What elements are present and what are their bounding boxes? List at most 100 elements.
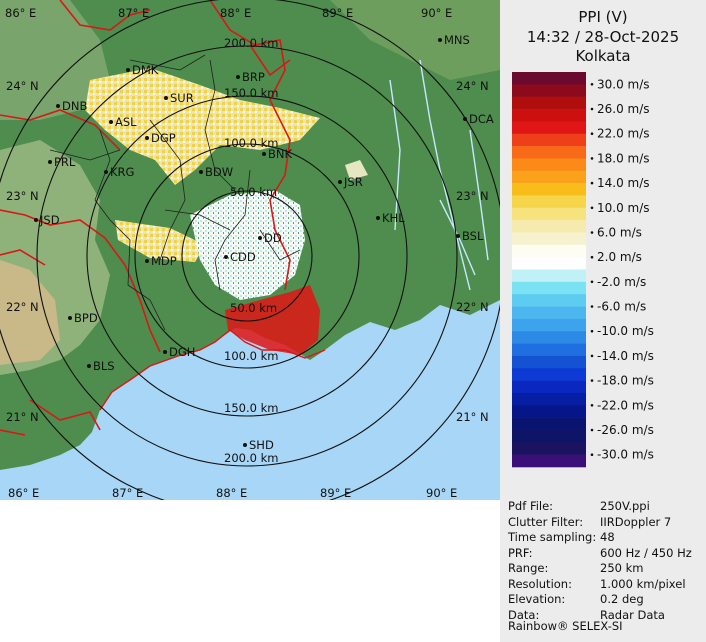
legend-swatch [512,133,586,147]
range-ring-200 [36,45,458,467]
legend-label: -22.0 m/s [597,398,654,412]
lat-label-right: 23° N [456,189,489,203]
station-marker [164,96,168,100]
lon-label-top: 88° E [220,6,251,20]
legend-label: 18.0 m/s [597,151,650,165]
legend-swatch [512,429,586,443]
legend-swatch [512,392,586,406]
legend-label: 14.0 m/s [597,176,650,190]
legend-swatch [512,269,586,283]
station-label: KRG [110,165,134,179]
legend-swatch [512,355,586,369]
station-marker [56,104,60,108]
metadata-row: Pdf File: 250V.ppi [508,499,650,513]
station-marker [236,75,240,79]
legend-tick [590,404,594,407]
lon-label-top: 89° E [322,6,353,20]
station-marker [68,316,72,320]
legend-swatch [512,343,586,357]
legend-swatch [512,417,586,431]
station-marker [258,236,262,240]
legend-tick [590,157,594,160]
legend-label: 10.0 m/s [597,201,650,215]
station-label: BLS [93,359,115,373]
legend-label: -2.0 m/s [597,275,646,289]
rain-echo-sundarbans [225,285,320,355]
legend-swatch [512,306,586,320]
metadata-value: 250V.ppi [600,499,650,513]
legend-tick [590,83,594,86]
station-label: DCA [469,112,494,126]
station-label: DD [264,231,282,245]
station-marker [34,218,38,222]
lon-label-bottom: 86° E [8,486,39,500]
range-ring-50 [181,190,313,322]
legend-swatch [512,158,586,172]
station-label: MNS [444,33,470,47]
metadata-key: Elevation: [508,592,566,606]
range-rings [0,0,500,500]
rain-echo-north [85,68,320,185]
velocity-legend: 30.0 m/s 26.0 m/s 22.0 m/s 18.0 m/s 14.0 m/s… [512,72,654,468]
legend-label: -30.0 m/s [597,448,654,462]
legend-swatch [512,405,586,418]
side-panel: PPI (V) 14:32 / 28-Oct-2025 Kolkata 30.0… [500,0,706,642]
lat-label-right: 24° N [456,79,489,93]
legend-swatch [512,294,586,307]
station-marker [104,170,108,174]
legend-swatch [512,72,586,85]
legend-tick [590,354,594,358]
legend-label: 6.0 m/s [597,226,642,240]
legend-tick [590,453,594,457]
range-label: 100.0 km [224,136,278,150]
station-marker [463,117,467,121]
station-marker [145,259,149,263]
legend-tick [590,379,594,382]
station-label: KHL [382,211,405,225]
metadata-value: IIRDoppler 7 [600,514,672,529]
legend-label: 22.0 m/s [597,127,650,141]
district-lines [49,54,301,331]
legend-swatch [512,121,586,135]
legend-swatch [512,195,586,209]
legend-swatch [512,244,586,258]
rain-echo-east [345,160,368,180]
station-label: DGH [169,345,195,359]
legend-swatch [512,281,586,295]
station-marker [87,364,91,368]
legend-swatch [512,318,586,332]
station-marker [48,160,52,164]
rain-echo-center [190,190,305,300]
station-label: DNB [62,99,87,113]
legend-tick [590,181,594,185]
legend-swatch [512,454,586,468]
legend-swatch [512,380,586,394]
legend-swatch [512,220,586,233]
metadata-row: Time sampling: 48 [508,530,615,544]
metadata-value: 600 Hz / 450 Hz [600,545,692,560]
legend-swatch [512,257,586,270]
legend-tick [590,231,594,234]
station-marker [338,180,342,184]
station-label: MDP [151,254,177,268]
plateau-area-sw [0,260,60,365]
station-marker [199,170,203,174]
boundary-lines [0,0,291,436]
range-label: 200.0 km [224,36,278,50]
metadata-key: Pdf File: [508,499,554,513]
station-marker [262,152,266,156]
lon-label-bottom: 89° E [320,486,351,500]
station-label: CDD [230,250,256,264]
legend-label: 2.0 m/s [597,250,642,264]
range-label: 150.0 km [224,401,278,415]
legend-tick [590,206,594,210]
metadata-row: Data: Radar Data [508,608,665,622]
metadata-row: Resolution: 1.000 km/pixel [508,577,686,591]
station-label: JSD [39,213,60,227]
plateau-area-north [0,0,110,120]
metadata-value: 0.2 deg [600,592,644,606]
station-marker [163,350,167,354]
station-label: ASL [115,115,137,129]
legend-tick [590,132,594,135]
metadata-key: Resolution: [508,576,572,591]
